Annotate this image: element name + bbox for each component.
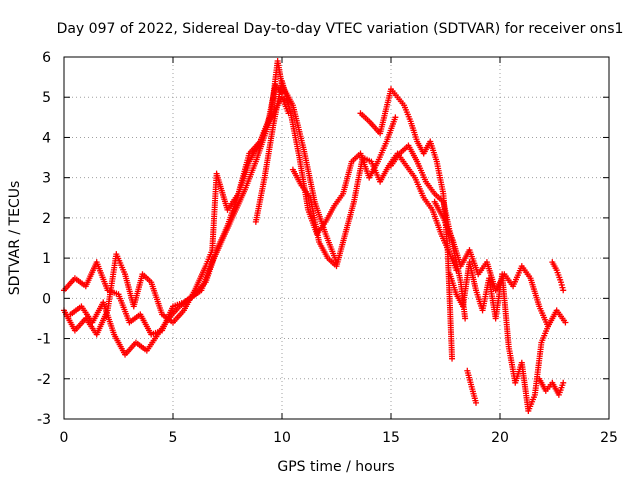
y-tick-label: 4 [42, 130, 51, 146]
chart-title: Day 097 of 2022, Sidereal Day-to-day VTE… [57, 21, 624, 37]
data-point [562, 319, 569, 326]
series-sat-track-12 [549, 259, 567, 294]
data-point [449, 355, 456, 362]
y-tick-label: -2 [37, 372, 51, 388]
data-point [560, 287, 567, 294]
y-tick-label: -3 [37, 412, 51, 428]
data-point [473, 399, 480, 406]
series-sat-track-11 [536, 375, 567, 398]
series-sat-track-5 [289, 150, 460, 274]
series-sat-track-10 [464, 367, 480, 406]
x-tick-label: 0 [60, 430, 69, 446]
y-axis-label: SDTVAR / TECUs [7, 181, 23, 296]
y-tick-label: 0 [42, 291, 51, 307]
data-points [61, 58, 569, 414]
series-sat-track-3 [67, 82, 285, 358]
y-tick-label: 1 [42, 251, 51, 267]
x-tick-label: 25 [600, 430, 618, 446]
data-point [560, 379, 567, 386]
x-tick-label: 20 [491, 430, 509, 446]
y-tick-label: 3 [42, 171, 51, 187]
series-sat-track-6 [357, 86, 456, 362]
series-sat-track-9 [446, 259, 551, 414]
tick-marks [63, 56, 610, 420]
plot-frame [63, 56, 610, 420]
data-point [392, 114, 399, 121]
data-point [559, 284, 566, 291]
data-point [544, 323, 551, 330]
y-tick-labels: -3 -2 -1 0 1 2 3 4 5 6 [37, 50, 51, 428]
x-axis-label: GPS time / hours [277, 459, 394, 475]
y-tick-label: 6 [42, 50, 51, 66]
data-point [462, 315, 469, 322]
data-point [558, 281, 565, 288]
x-tick-label: 10 [273, 430, 291, 446]
x-tick-labels: 0 5 10 15 20 25 [60, 430, 618, 446]
y-tick-label: 5 [42, 90, 51, 106]
series-sat-track-1 [61, 58, 340, 338]
x-tick-label: 15 [382, 430, 400, 446]
y-tick-label: 2 [42, 211, 51, 227]
y-tick-label: -1 [37, 332, 51, 348]
data-point [558, 279, 565, 286]
series-sat-track-8 [431, 198, 569, 330]
grid-lines [64, 57, 609, 419]
x-tick-label: 5 [169, 430, 178, 446]
